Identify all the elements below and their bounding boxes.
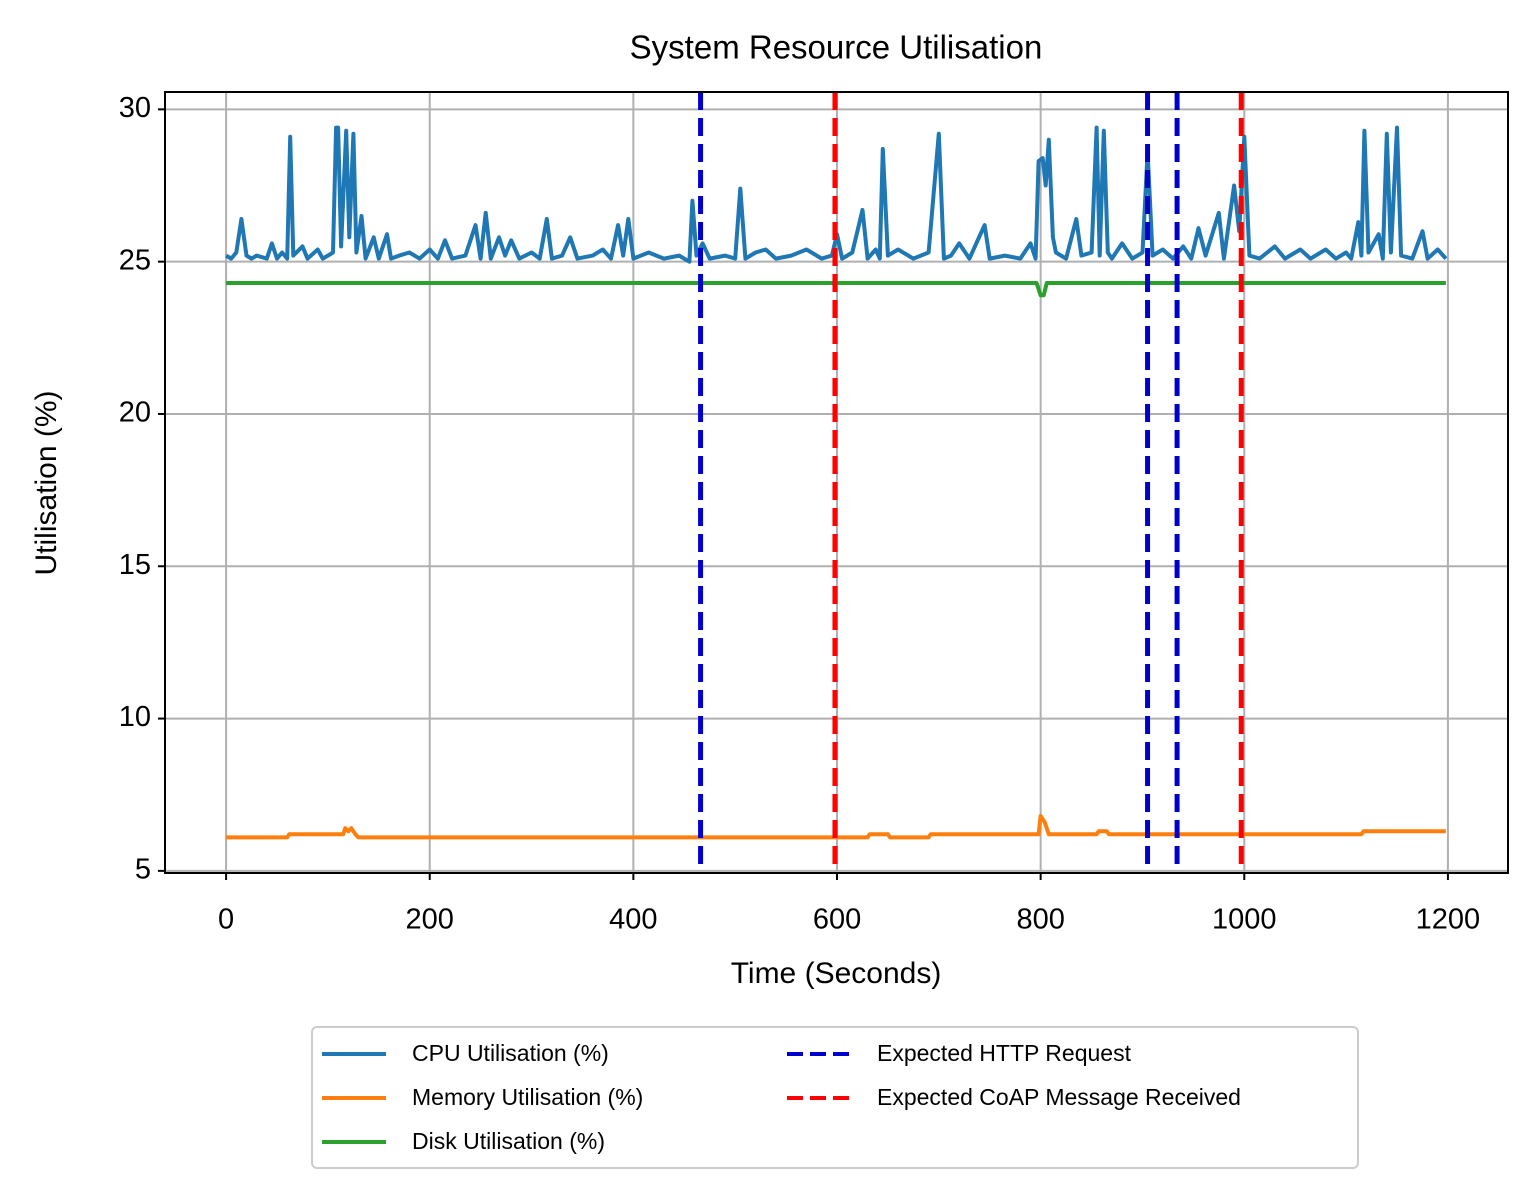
legend-label: Expected HTTP Request bbox=[877, 1040, 1132, 1066]
x-tick-label: 0 bbox=[218, 904, 234, 936]
y-tick-label: 20 bbox=[119, 397, 151, 429]
y-axis-label: Utilisation (%) bbox=[30, 390, 63, 575]
data-line bbox=[226, 281, 1446, 298]
data-line bbox=[226, 814, 1446, 840]
legend-label: Disk Utilisation (%) bbox=[412, 1128, 605, 1154]
x-tick-label: 400 bbox=[609, 904, 657, 936]
x-tick-label: 1000 bbox=[1212, 904, 1277, 936]
x-tick-label: 200 bbox=[406, 904, 454, 936]
legend-label: Expected CoAP Message Received bbox=[877, 1084, 1241, 1110]
x-tick-label: 800 bbox=[1016, 904, 1064, 936]
plot-frame bbox=[164, 91, 1509, 874]
data-line bbox=[225, 125, 1448, 264]
legend-label: Memory Utilisation (%) bbox=[412, 1084, 643, 1110]
x-tick-label: 1200 bbox=[1416, 904, 1481, 936]
chart-title: System Resource Utilisation bbox=[630, 29, 1043, 66]
x-tick-label: 600 bbox=[813, 904, 861, 936]
y-tick-label: 10 bbox=[119, 701, 151, 733]
y-tick-label: 25 bbox=[119, 244, 151, 276]
y-tick-label: 30 bbox=[119, 92, 151, 124]
y-tick-label: 15 bbox=[119, 549, 151, 581]
legend-label: CPU Utilisation (%) bbox=[412, 1040, 609, 1066]
x-axis-label: Time (Seconds) bbox=[731, 957, 942, 990]
y-tick-label: 5 bbox=[135, 854, 151, 886]
